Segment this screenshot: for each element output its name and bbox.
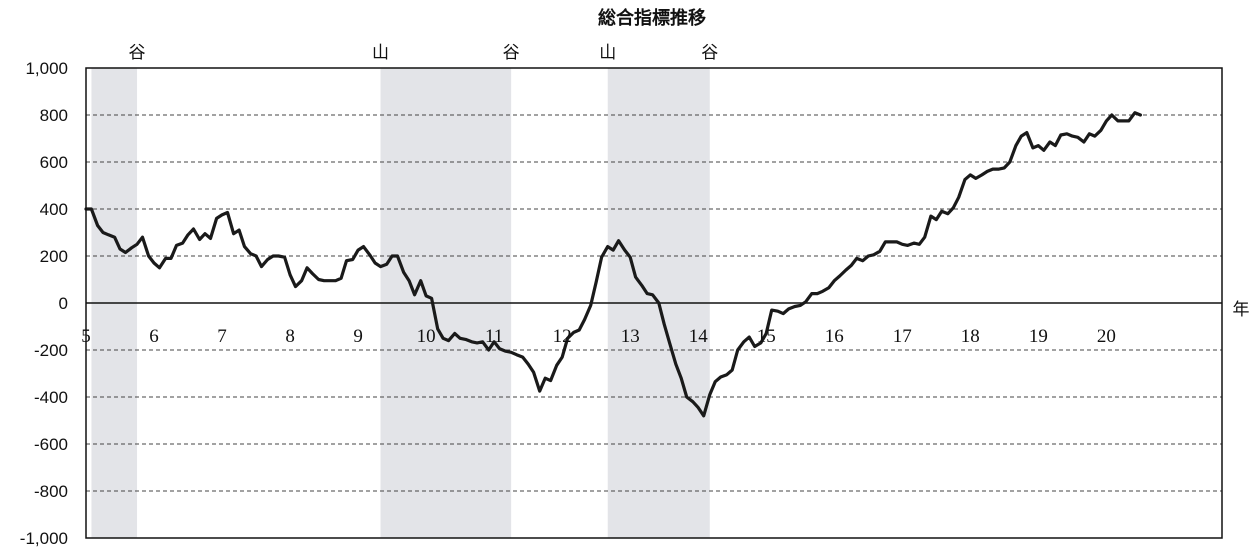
y-tick-label: 200 bbox=[40, 247, 68, 266]
y-tick-label: -1,000 bbox=[20, 529, 68, 548]
x-tick-label: 14 bbox=[689, 326, 709, 347]
phase-label: 山 bbox=[599, 43, 616, 63]
phase-label: 山 bbox=[372, 43, 389, 63]
phase-labels: 谷山谷山谷 bbox=[129, 43, 719, 63]
phase-label: 谷 bbox=[129, 43, 146, 63]
x-tick-label: 6 bbox=[149, 326, 159, 347]
x-tick-label: 18 bbox=[961, 326, 980, 347]
chart-title: 総合指標推移 bbox=[598, 7, 706, 29]
x-tick-label: 16 bbox=[825, 326, 844, 347]
x-tick-label: 9 bbox=[353, 326, 363, 347]
y-tick-label: -800 bbox=[34, 482, 68, 501]
y-tick-label: 400 bbox=[40, 200, 68, 219]
x-tick-label: 8 bbox=[285, 326, 295, 347]
x-tick-label: 5 bbox=[81, 326, 91, 347]
y-tick-label: -600 bbox=[34, 435, 68, 454]
x-tick-label: 11 bbox=[485, 326, 503, 347]
x-tick-label: 10 bbox=[417, 326, 436, 347]
x-tick-label: 12 bbox=[553, 326, 572, 347]
series-1-line bbox=[84, 111, 1143, 418]
series-line bbox=[84, 111, 1143, 418]
x-axis-ticks: 5 6 7 8 9 10 11 12 13 14 15 16 17 18 19 20 bbox=[81, 326, 1116, 347]
x-tick-label: 13 bbox=[621, 326, 640, 347]
phase-label: 谷 bbox=[701, 43, 718, 63]
y-tick-label: -200 bbox=[34, 341, 68, 360]
y-tick-label: 0 bbox=[59, 294, 68, 313]
x-axis-unit-label: 年 bbox=[1233, 300, 1250, 320]
x-tick-label: 20 bbox=[1097, 326, 1116, 347]
y-tick-label: 600 bbox=[40, 153, 68, 172]
x-tick-label: 17 bbox=[893, 326, 912, 347]
y-tick-label: 1,000 bbox=[25, 59, 68, 78]
x-tick-label: 19 bbox=[1029, 326, 1048, 347]
y-tick-label: -400 bbox=[34, 388, 68, 407]
x-tick-label: 7 bbox=[217, 326, 227, 347]
plot-frame bbox=[85, 67, 1223, 539]
phase-label: 谷 bbox=[503, 43, 520, 63]
y-tick-label: 800 bbox=[40, 106, 68, 125]
y-axis-ticks: 1,000 800 600 400 200 0 -200 -400 -600 -800 -1,000 bbox=[20, 59, 68, 548]
gridlines bbox=[86, 114, 1222, 492]
x-tick-label: 15 bbox=[757, 326, 776, 347]
